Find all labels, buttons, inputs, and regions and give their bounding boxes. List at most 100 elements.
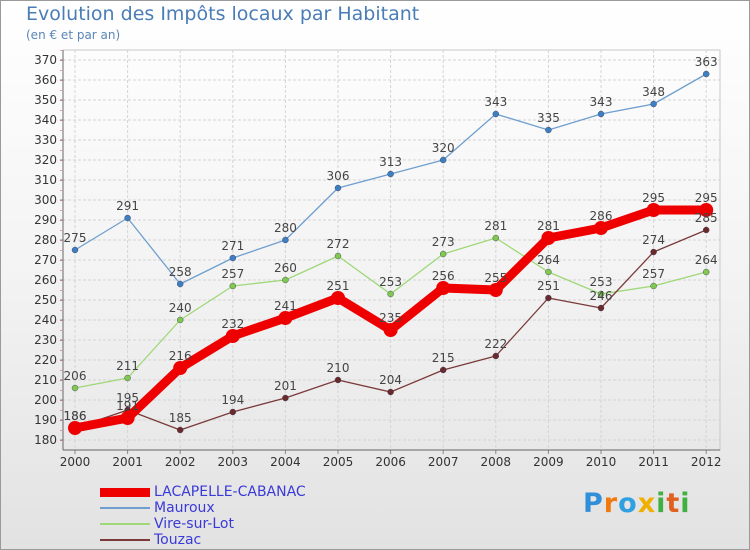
data-label-touzac: 195 <box>116 391 139 405</box>
data-point-mauroux <box>597 110 605 118</box>
data-label-mauroux: 348 <box>642 85 665 99</box>
data-label-lacapelle-cabanac: 255 <box>484 271 507 285</box>
data-point-mauroux <box>229 254 237 262</box>
data-label-vire-sur-lot: 264 <box>537 253 560 267</box>
legend-label: Touzac <box>154 532 202 548</box>
data-label-mauroux: 363 <box>695 55 718 69</box>
data-point-mauroux <box>334 184 342 192</box>
data-label-mauroux: 258 <box>169 265 192 279</box>
data-label-lacapelle-cabanac: 191 <box>116 399 139 413</box>
data-point-touzac <box>387 388 394 396</box>
y-tick-label: 270 <box>34 253 57 267</box>
y-tick-label: 260 <box>34 273 57 287</box>
x-tick-label: 2012 <box>691 455 722 469</box>
data-label-mauroux: 320 <box>432 141 455 155</box>
data-label-mauroux: 335 <box>537 111 560 125</box>
data-label-lacapelle-cabanac: 232 <box>221 317 244 331</box>
y-tick-label: 190 <box>34 413 57 427</box>
data-label-touzac: 215 <box>432 351 455 365</box>
data-label-lacapelle-cabanac: 286 <box>590 209 613 223</box>
data-label-touzac: 186 <box>64 409 87 423</box>
data-point-lacapelle-cabanac <box>646 203 661 217</box>
proxiti-logo: Proxiti <box>583 488 691 519</box>
data-point-vire-sur-lot <box>124 374 131 382</box>
logo-letter: P <box>583 488 604 519</box>
data-point-mauroux <box>492 110 499 118</box>
logo-letter: o <box>618 488 638 519</box>
data-point-vire-sur-lot <box>71 384 79 392</box>
data-point-mauroux <box>282 236 289 244</box>
y-tick-label: 240 <box>34 313 57 327</box>
data-point-vire-sur-lot <box>492 234 499 242</box>
y-tick-label: 230 <box>34 333 57 347</box>
data-label-mauroux: 271 <box>221 239 244 253</box>
data-point-lacapelle-cabanac <box>699 203 714 217</box>
series-mauroux <box>71 70 710 288</box>
data-point-lacapelle-cabanac <box>541 231 556 245</box>
x-tick-label: 2007 <box>428 455 459 469</box>
data-label-vire-sur-lot: 253 <box>379 275 402 289</box>
y-tick-label: 250 <box>34 293 57 307</box>
data-point-lacapelle-cabanac <box>68 421 82 435</box>
x-tick-label: 2008 <box>481 455 512 469</box>
y-tick-label: 340 <box>34 113 57 127</box>
data-labels: 275 291 258 271 280 306 313 320 343 335 343 348 363 2… <box>64 55 718 425</box>
data-point-lacapelle-cabanac <box>488 283 503 297</box>
data-label-vire-sur-lot: 260 <box>274 261 297 275</box>
y-tick-label: 320 <box>34 153 57 167</box>
data-point-touzac <box>545 294 552 302</box>
data-point-lacapelle-cabanac <box>225 329 240 343</box>
chart-subtitle: (en € et par an) <box>26 28 121 42</box>
y-tick-label: 280 <box>34 233 57 247</box>
x-tick-label: 2002 <box>165 455 196 469</box>
data-point-vire-sur-lot <box>703 268 710 276</box>
logo-letter: t <box>666 488 681 519</box>
data-point-vire-sur-lot <box>334 252 342 260</box>
data-label-vire-sur-lot: 240 <box>169 301 192 315</box>
data-label-mauroux: 343 <box>590 95 613 109</box>
data-point-lacapelle-cabanac <box>173 361 188 375</box>
x-tick-label: 2011 <box>638 455 669 469</box>
data-label-touzac: 201 <box>274 379 297 393</box>
data-point-mauroux <box>387 170 394 178</box>
data-label-lacapelle-cabanac: 235 <box>379 311 402 325</box>
x-tick-label: 2010 <box>586 455 617 469</box>
logo-letter: i <box>656 488 667 519</box>
data-label-lacapelle-cabanac: 186 <box>64 409 87 423</box>
data-point-vire-sur-lot <box>650 282 657 290</box>
data-label-mauroux: 280 <box>274 221 297 235</box>
x-tick-label: 2000 <box>60 455 91 469</box>
data-label-lacapelle-cabanac: 281 <box>537 219 560 233</box>
y-tick-label: 300 <box>34 193 57 207</box>
data-point-mauroux <box>650 100 657 108</box>
logo-letter: x <box>637 488 657 519</box>
data-point-touzac <box>597 304 605 312</box>
data-point-touzac <box>176 426 184 434</box>
data-point-lacapelle-cabanac <box>436 281 451 295</box>
x-tick-label: 2004 <box>270 455 301 469</box>
x-tick-label: 2005 <box>323 455 354 469</box>
data-label-vire-sur-lot: 206 <box>64 369 87 383</box>
data-point-touzac <box>492 352 499 360</box>
legend-label: LACAPELLE-CABANAC <box>154 484 306 500</box>
logo-letter: r <box>603 488 619 519</box>
data-label-touzac: 274 <box>642 233 665 247</box>
data-point-vire-sur-lot <box>229 282 237 290</box>
legend-label: Mauroux <box>154 500 215 516</box>
data-label-vire-sur-lot: 272 <box>327 237 350 251</box>
series-lines <box>68 70 714 435</box>
data-point-mauroux <box>176 280 184 288</box>
data-label-mauroux: 313 <box>379 155 402 169</box>
data-label-vire-sur-lot: 253 <box>590 275 613 289</box>
data-point-lacapelle-cabanac <box>594 221 608 235</box>
logo-letter: i <box>680 488 691 519</box>
data-label-touzac: 185 <box>169 411 192 425</box>
data-point-touzac <box>229 408 237 416</box>
data-point-touzac <box>282 394 289 402</box>
data-point-vire-sur-lot <box>282 276 289 284</box>
data-point-vire-sur-lot <box>440 250 447 258</box>
data-point-lacapelle-cabanac <box>383 323 398 337</box>
y-tick-label: 310 <box>34 173 57 187</box>
series-vire-sur-lot <box>71 234 710 392</box>
data-point-touzac <box>440 366 447 374</box>
